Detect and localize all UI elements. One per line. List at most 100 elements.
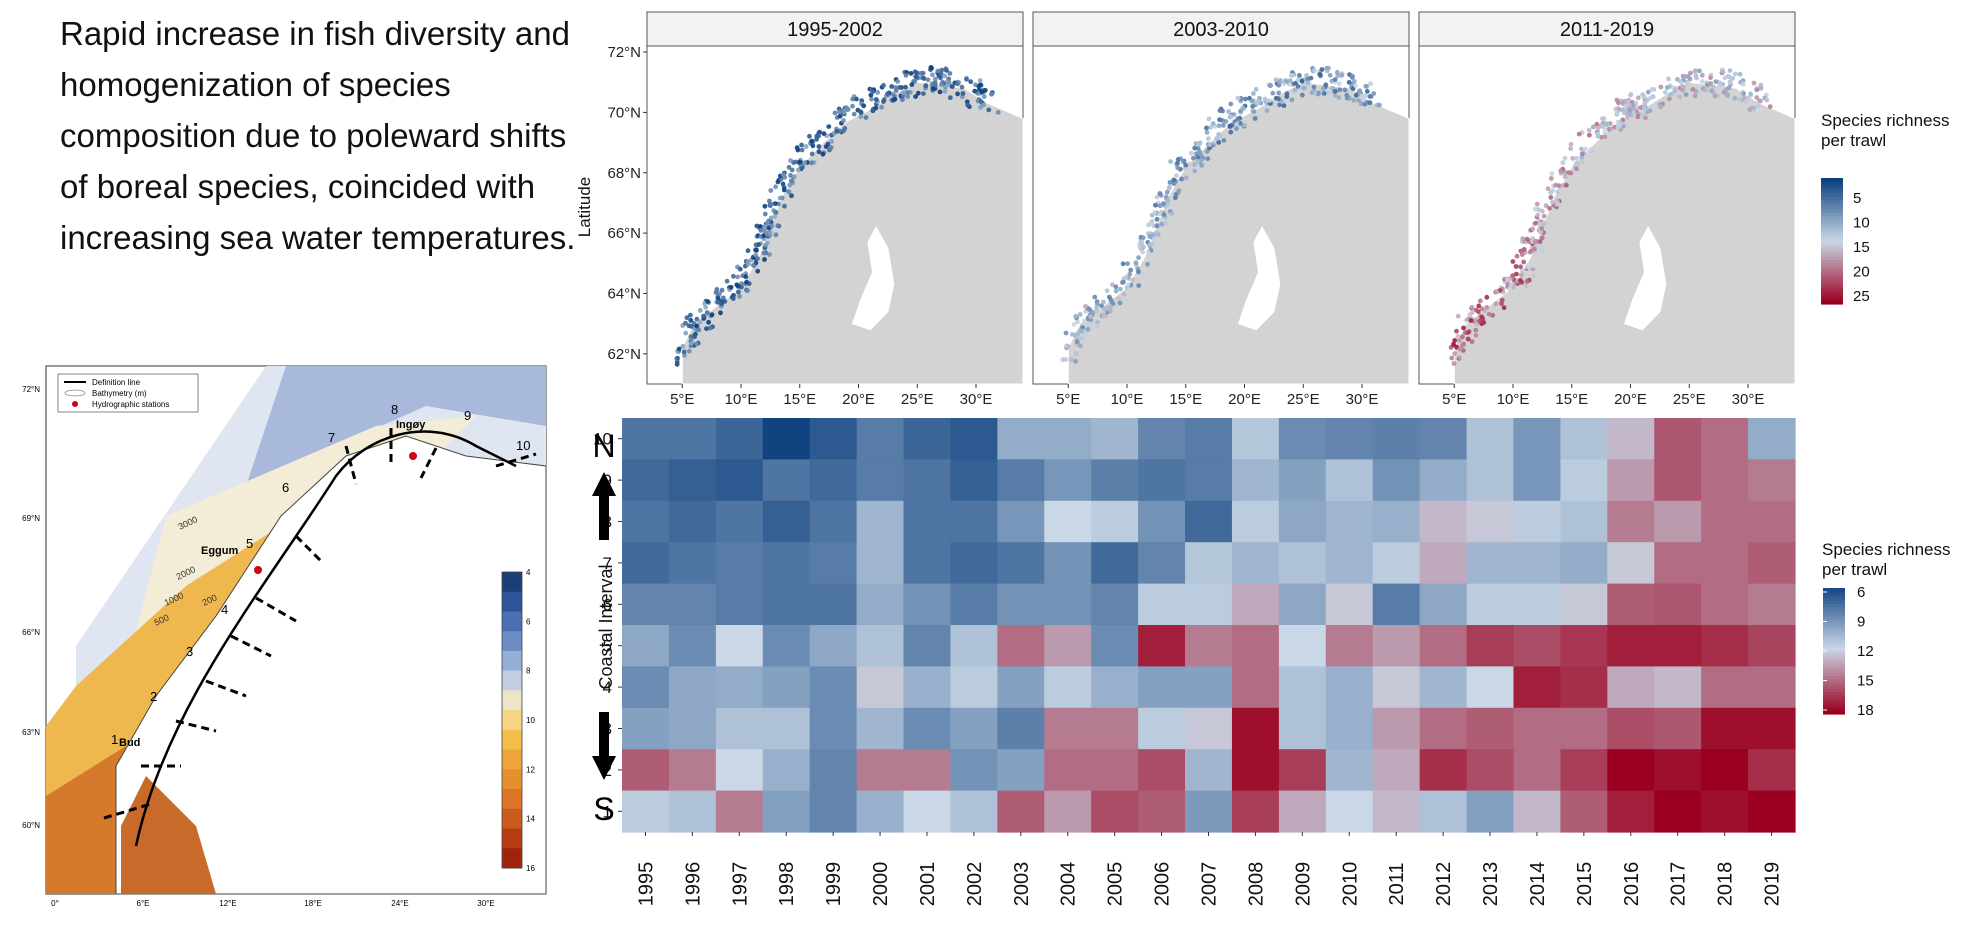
trawl-point: [1073, 313, 1079, 319]
south-arrow: [592, 712, 616, 780]
trawl-point: [1548, 190, 1554, 195]
trawl-point: [1460, 343, 1465, 348]
heatmap-cell: [1185, 707, 1233, 750]
trawl-point: [1108, 304, 1113, 310]
heatmap-cell: [1748, 459, 1796, 502]
trawl-point: [707, 325, 713, 331]
trawl-point: [1349, 75, 1355, 80]
trawl-point: [792, 174, 797, 179]
trawl-point: [1539, 226, 1545, 231]
heatmap-cell: [997, 666, 1045, 709]
section-number: 9: [464, 408, 471, 423]
map-colorbar-tick: 6: [526, 617, 531, 626]
heatmap-cell: [997, 542, 1045, 585]
trawl-point: [938, 71, 944, 76]
trawl-point: [809, 160, 814, 166]
trawl-point: [1640, 92, 1645, 97]
heatmap-y-label: 6: [603, 595, 612, 614]
trawl-point: [949, 84, 955, 89]
heatmap-cell: [1560, 625, 1608, 667]
trawl-point: [686, 323, 692, 329]
x-tick-label: 5°E: [1442, 391, 1466, 408]
trawl-point: [1623, 103, 1629, 109]
trawl-point: [745, 288, 750, 294]
trawl-point: [981, 102, 987, 108]
heatmap-cell: [1560, 459, 1608, 502]
trawl-point: [772, 214, 777, 220]
trawl-point: [1568, 146, 1573, 151]
heatmap-cell: [1278, 418, 1327, 460]
heatmap-cell: [622, 707, 670, 750]
trawl-point: [1127, 271, 1133, 277]
heatmap-cell: [1372, 459, 1421, 502]
trawl-point: [892, 96, 898, 102]
trawl-point: [1210, 121, 1216, 126]
trawl-point: [1216, 123, 1222, 129]
trawl-point: [688, 312, 693, 318]
heatmap-cell: [1513, 418, 1561, 460]
heatmap-cell: [1231, 625, 1280, 667]
heatmap-cell: [903, 542, 952, 585]
trawl-point: [780, 181, 786, 187]
trawl-point: [1533, 220, 1539, 226]
trawl-point: [1693, 73, 1699, 78]
trawl-point: [1472, 317, 1478, 323]
trawl-point: [912, 69, 918, 75]
trawl-point: [870, 89, 876, 95]
heatmap-cell: [950, 625, 998, 667]
trawl-point: [1455, 334, 1461, 339]
trawl-point: [1145, 261, 1150, 267]
trawl-point: [825, 141, 831, 147]
heatmap-cell: [1748, 790, 1796, 833]
trawl-point: [688, 318, 694, 323]
heatmap-legend-step: [1823, 591, 1845, 595]
place-name: Eggum: [201, 545, 238, 557]
trawl-point: [1457, 355, 1463, 360]
heatmap-cell: [1138, 625, 1186, 667]
trawl-point: [826, 124, 832, 129]
trawl-point: [751, 262, 756, 268]
trawl-point: [1237, 121, 1243, 126]
heatmap-cell: [809, 500, 858, 543]
heatmap-legend-step: [1823, 635, 1845, 639]
trawl-point: [1136, 255, 1141, 261]
heatmap-cell: [1654, 418, 1702, 460]
trawl-point: [1727, 68, 1733, 73]
heatmap-legend-step: [1823, 613, 1845, 617]
heatmap-cell: [1044, 666, 1092, 709]
heatmap-cell: [1185, 749, 1233, 792]
heatmap-cell: [1091, 583, 1139, 626]
trawl-point: [1094, 305, 1099, 311]
heatmap-cell: [1325, 583, 1374, 626]
trawl-point: [762, 211, 768, 217]
heatmap-cell: [762, 500, 811, 543]
trawl-point: [1220, 108, 1225, 114]
trawl-point: [1235, 95, 1241, 101]
map-lon-label: 18°E: [304, 899, 321, 908]
trawl-point: [1136, 283, 1142, 288]
legend-gradient-step: [1821, 291, 1843, 296]
heatmap-cell: [1231, 790, 1280, 833]
trawl-point: [1628, 107, 1633, 113]
x-tick-label: 5°E: [1056, 391, 1080, 408]
trawl-point: [1074, 339, 1080, 344]
map-colorbar-tick: 14: [526, 815, 535, 824]
heatmap-cell: [1044, 418, 1092, 460]
trawl-point: [1566, 170, 1571, 175]
heatmap-cell: [1185, 790, 1233, 833]
south-label: S: [593, 791, 614, 827]
heatmap-cell: [1278, 583, 1327, 626]
heatmap-cell: [715, 418, 764, 460]
legend-tick-label: 15: [1853, 239, 1870, 256]
trawl-point: [795, 167, 801, 173]
heatmap-cell: [1560, 583, 1608, 626]
trawl-point: [1473, 332, 1479, 338]
trawl-point: [1287, 78, 1293, 83]
trawl-point: [754, 247, 759, 253]
heatmap-cell: [1325, 542, 1374, 585]
trawl-point: [1075, 319, 1080, 325]
trawl-point: [1319, 67, 1325, 72]
trawl-point: [1312, 68, 1317, 74]
gulf-of-bothnia: [1237, 226, 1281, 331]
trawl-point: [744, 279, 749, 285]
